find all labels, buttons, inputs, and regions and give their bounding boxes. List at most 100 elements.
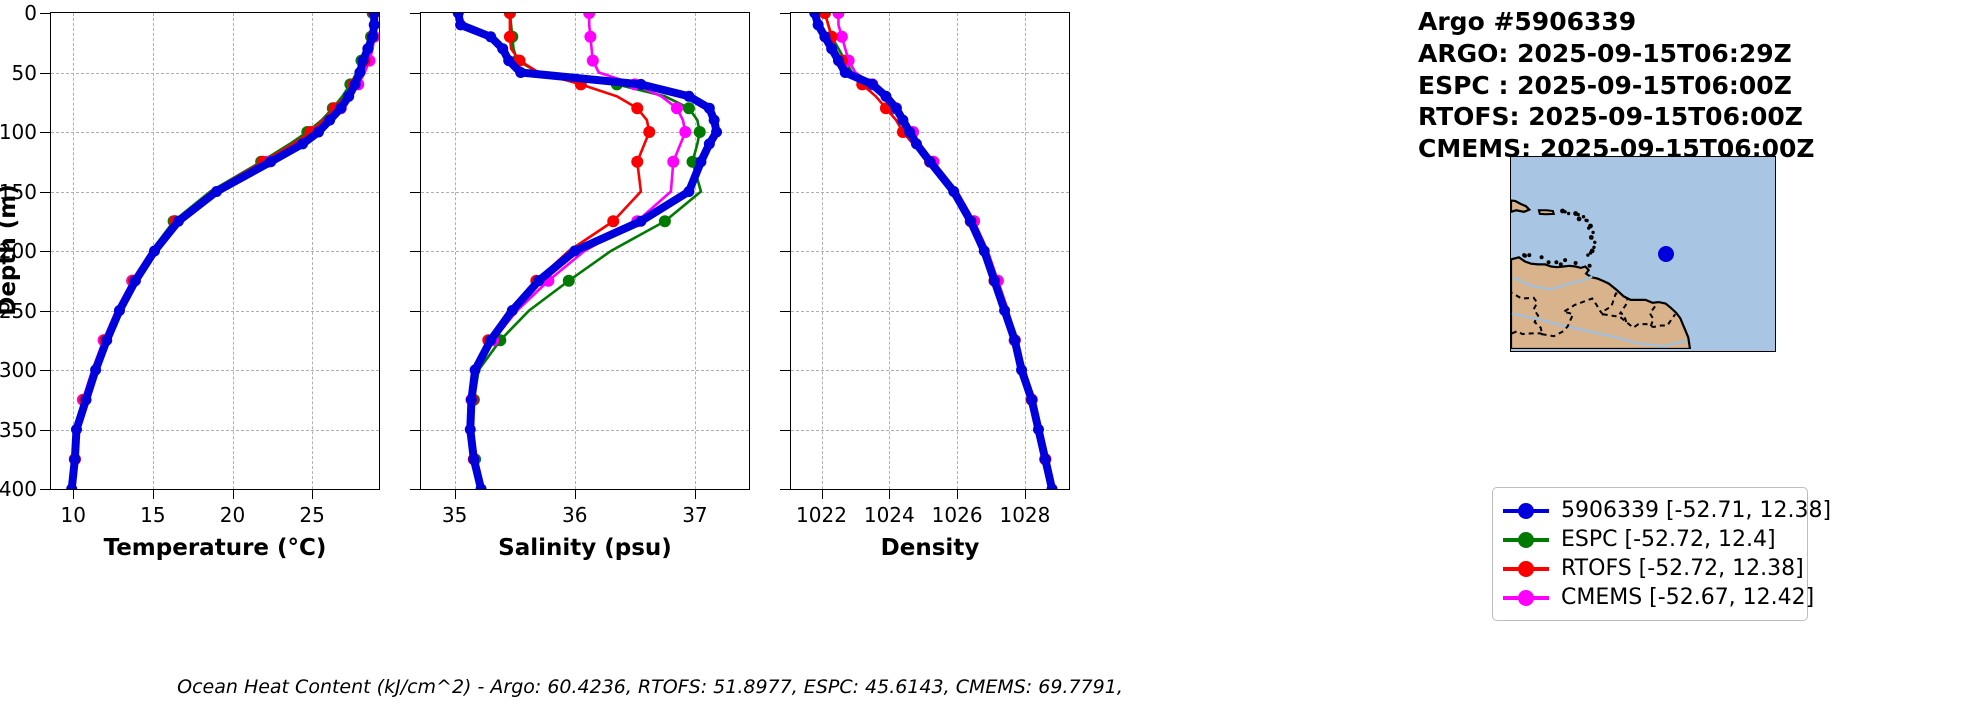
density-series-graphic <box>809 13 1058 489</box>
y-axis-tick <box>410 310 421 312</box>
map-longitude-minor-tick <box>1533 351 1534 352</box>
x-axis-tick <box>694 489 696 499</box>
series-marker <box>904 126 916 138</box>
grid-line-horizontal <box>51 132 379 133</box>
series-marker <box>211 186 223 197</box>
y-axis-tick-label: 150 <box>0 179 37 204</box>
x-axis-tick-label: 10 <box>60 503 87 527</box>
grid-line-horizontal <box>51 72 379 74</box>
lesser-antilles-island <box>1576 212 1580 217</box>
series-line-argo <box>454 13 721 489</box>
x-axis-tick <box>957 489 959 499</box>
map-longitude-tick-top <box>1629 156 1631 157</box>
y-axis-tick-label: 0 <box>24 1 37 25</box>
legend-item-argo[interactable]: 5906339 [-52.71, 12.38] <box>1503 496 1831 525</box>
south-america-landmass <box>1511 256 1692 349</box>
map-latitude-minor-tick <box>1510 228 1511 229</box>
series-marker <box>999 305 1011 316</box>
map-latitude-minor-tick <box>1510 178 1511 179</box>
map-latitude-minor-tick <box>1510 157 1511 158</box>
grid-line-horizontal <box>421 132 749 133</box>
map-longitude-minor-tick-top <box>1699 156 1700 157</box>
series-marker <box>172 215 184 227</box>
series-marker <box>515 67 527 78</box>
grid-line-horizontal <box>51 429 379 431</box>
series-marker <box>362 43 374 55</box>
series-marker <box>819 31 831 43</box>
ocean-heat-content-caption: Ocean Heat Content (kJ/cm^2) - Argo: 60.… <box>177 676 1123 698</box>
series-line-rtofs <box>70 13 376 489</box>
x-axis-tick-label: 1022 <box>796 503 847 527</box>
river-line <box>1512 275 1593 291</box>
caribbean-island <box>1539 255 1544 260</box>
map-latitude-tick <box>1510 171 1511 173</box>
series-marker <box>631 155 644 168</box>
series-marker <box>66 483 78 489</box>
map-latitude-minor-tick <box>1510 207 1511 208</box>
series-marker <box>497 43 509 55</box>
legend-item-espc[interactable]: ESPC [-52.72, 12.4] <box>1503 525 1795 554</box>
series-marker <box>826 43 838 55</box>
map-longitude-tick <box>1734 351 1736 352</box>
series-marker <box>683 186 695 197</box>
series-marker <box>1046 483 1058 489</box>
temperature-plot-area <box>51 13 379 489</box>
espc-time-line: ESPC : 2025-09-15T06:00Z <box>1418 70 1792 100</box>
x-axis-tick <box>454 489 456 499</box>
series-marker <box>1032 424 1044 435</box>
map-longitude-minor-tick-top <box>1769 156 1770 157</box>
map-longitude-minor-tick <box>1646 351 1647 352</box>
lesser-antilles-island <box>1592 245 1596 249</box>
map-longitude-tick-top <box>1524 156 1526 157</box>
grid-line-horizontal <box>791 429 1069 431</box>
river-line <box>1511 312 1688 348</box>
caribbean-island <box>1546 260 1551 265</box>
map-longitude-minor-tick <box>1620 351 1621 352</box>
series-marker <box>69 453 81 465</box>
series-marker <box>324 114 336 126</box>
map-longitude-minor-tick-top <box>1742 156 1743 157</box>
map-longitude-minor-tick <box>1716 351 1717 352</box>
grid-line-vertical <box>957 13 959 489</box>
map-latitude-minor-tick <box>1510 292 1511 293</box>
series-marker <box>485 334 497 346</box>
legend-item-cmems[interactable]: CMEMS [-52.67, 12.42] <box>1503 583 1814 612</box>
y-axis-tick <box>780 489 791 490</box>
y-axis-tick <box>40 72 51 74</box>
series-marker <box>149 245 160 257</box>
map-longitude-tick-top <box>1734 156 1736 157</box>
series-marker <box>569 245 581 257</box>
y-axis-tick <box>40 191 51 193</box>
series-marker <box>313 126 324 138</box>
series-marker <box>965 215 977 227</box>
map-longitude-tick <box>1524 351 1526 352</box>
series-line-espc <box>70 13 374 489</box>
series-marker <box>835 30 848 43</box>
y-axis-tick <box>40 489 51 490</box>
legend-swatch-espc <box>1503 531 1549 548</box>
map-latitude-minor-tick <box>1510 335 1511 336</box>
map-longitude-minor-tick-top <box>1690 156 1691 157</box>
map-longitude-minor-tick-top <box>1568 156 1569 157</box>
y-axis-tick <box>410 251 421 252</box>
series-marker <box>635 215 647 227</box>
x-axis-tick-label: 37 <box>682 503 708 527</box>
legend-item-rtofs[interactable]: RTOFS [-52.72, 12.38] <box>1503 554 1804 583</box>
series-marker <box>910 138 922 150</box>
series-marker <box>643 126 656 138</box>
map-longitude-tick <box>1603 351 1605 352</box>
map-longitude-minor-tick <box>1742 351 1743 352</box>
series-marker <box>129 275 141 287</box>
map-longitude-minor-tick <box>1664 351 1665 352</box>
map-longitude-minor-tick-top <box>1559 156 1560 157</box>
series-marker <box>80 394 92 406</box>
x-axis-tick <box>232 489 234 499</box>
map-latitude-minor-tick <box>1510 185 1511 186</box>
series-marker <box>703 138 715 150</box>
map-longitude-minor-tick-top <box>1594 156 1595 157</box>
map-longitude-tick <box>1708 351 1710 352</box>
series-marker <box>562 274 575 287</box>
series-marker <box>988 275 1000 287</box>
x-axis-tick-label: 1028 <box>999 503 1051 527</box>
map-latitude-tick <box>1510 299 1511 301</box>
